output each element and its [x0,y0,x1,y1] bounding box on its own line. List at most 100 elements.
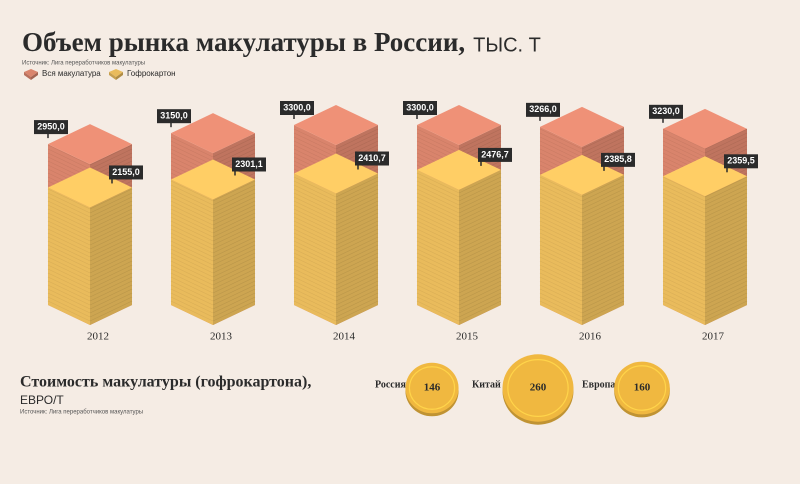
texture-line [539,260,583,282]
texture-line [662,240,706,262]
texture-line [458,196,502,218]
texture-line [416,264,460,286]
texture-line [212,192,256,214]
texture-line [89,244,133,266]
texture-line [335,272,379,294]
texture-line [581,244,625,266]
texture-line [539,276,583,298]
texture-line [662,176,706,198]
texture-line [458,284,502,306]
texture-line [335,196,379,218]
texture-line [47,252,91,274]
texture-line [335,228,379,250]
texture-line [89,292,133,314]
texture-line [704,296,748,318]
texture-line [293,260,337,282]
texture-line [293,128,337,150]
texture-line [47,256,91,278]
texture-line [335,240,379,262]
label-box [232,157,266,172]
texture-line [539,200,583,222]
texture-line [212,232,256,254]
texture-line [662,256,706,278]
texture-line [704,220,748,242]
texture-line [539,132,583,154]
texture-line [293,136,337,158]
texture-line [458,244,502,266]
texture-line [662,288,706,310]
texture-line [293,292,337,314]
texture-line [539,136,583,158]
texture-line [458,188,502,210]
texture-line [458,224,502,246]
texture-line [662,212,706,234]
texture-line [170,260,214,282]
texture-line [458,192,502,214]
texture-line [581,136,625,158]
texture-line [581,256,625,278]
texture-line [293,264,337,286]
texture-line [662,272,706,294]
texture-line [170,216,214,238]
texture-line [581,224,625,246]
texture-line [335,244,379,266]
texture-line [212,240,256,262]
data-label: 3266,0 [529,104,557,114]
data-label: 3230,0 [652,106,680,116]
texture-line [212,140,256,162]
texture-line [704,300,748,322]
texture-line [662,236,706,258]
label-box [280,101,314,115]
texture-line [581,300,625,322]
texture-line [47,292,91,314]
texture-line [47,288,91,310]
texture-line [581,188,625,210]
texture-line [458,236,502,258]
texture-line [581,236,625,258]
texture-line [458,200,502,222]
texture-line [704,200,748,222]
texture-line [89,200,133,222]
texture-line [458,176,502,198]
bar-right-face [336,173,378,325]
texture-line [416,132,460,154]
texture-line [47,196,91,218]
category-label: Россия [375,379,406,390]
texture-line [539,176,583,198]
texture-line [704,272,748,294]
label-box [34,120,68,135]
texture-line [293,208,337,230]
texture-line [293,268,337,290]
label-box [601,152,635,167]
texture-line [704,232,748,254]
texture-line [170,268,214,290]
texture-line [212,188,256,210]
texture-line [47,260,91,282]
texture-line [416,268,460,290]
texture-line [662,300,706,322]
texture-line [539,280,583,302]
chart-title: Стоимость макулатуры (гофрокартона), [20,374,311,391]
texture-line [539,228,583,250]
coin-rim [408,366,456,410]
coin-value: 160 [634,382,651,394]
texture-line [335,248,379,270]
texture-line [662,228,706,250]
texture-line [170,208,214,230]
texture-line [335,132,379,154]
texture-line [212,224,256,246]
texture-line [704,256,748,278]
texture-line [458,256,502,278]
texture-line [335,180,379,202]
texture-line [89,148,133,170]
bar-top-face [417,105,501,145]
texture-line [704,248,748,270]
texture-line [539,232,583,254]
legend-swatch [109,69,123,77]
texture-line [47,192,91,214]
texture-line [293,200,337,222]
texture-line [458,208,502,230]
data-label: 2950,0 [37,121,65,131]
texture-line [170,200,214,222]
texture-line [170,248,214,270]
